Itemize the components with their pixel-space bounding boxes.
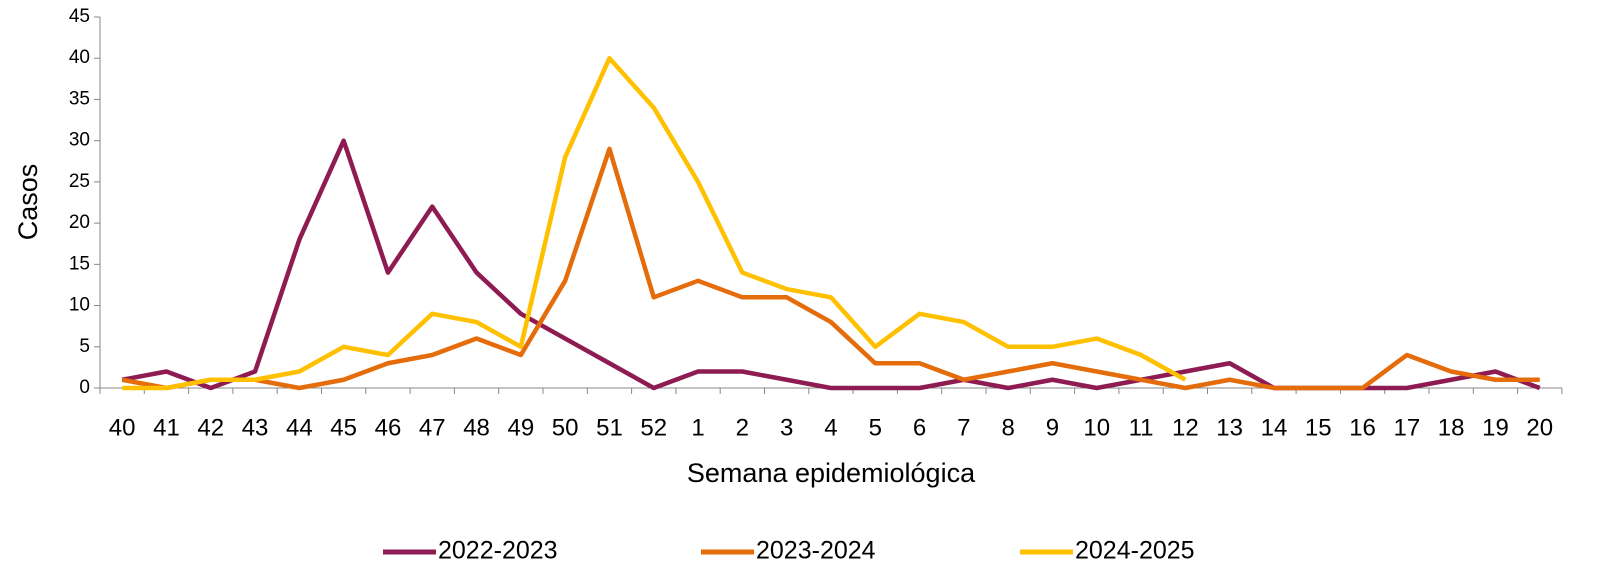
- x-tick-label: 10: [1083, 414, 1110, 441]
- legend-label: 2023-2024: [756, 537, 876, 565]
- x-tick-label: 49: [507, 414, 534, 441]
- x-tick-label: 18: [1438, 414, 1465, 441]
- x-tick-label: 15: [1305, 414, 1332, 441]
- y-axis-title: Casos: [13, 164, 43, 241]
- series-line: [122, 55, 1187, 391]
- x-tick-label: 19: [1482, 414, 1509, 441]
- x-tick-label: 6: [913, 414, 926, 441]
- x-tick-label: 40: [109, 414, 136, 441]
- legend-label: 2022-2023: [438, 537, 558, 565]
- y-tick-label: 40: [69, 47, 90, 68]
- x-tick-label: 45: [330, 414, 357, 441]
- x-tick-label: 2: [736, 414, 749, 441]
- series-line: [121, 146, 1540, 391]
- x-tick-label: 44: [286, 414, 313, 441]
- x-tick-label: 50: [552, 414, 579, 441]
- x-tick-label: 16: [1349, 414, 1376, 441]
- x-tick-label: 43: [242, 414, 269, 441]
- x-tick-label: 13: [1216, 414, 1243, 441]
- x-tick-label: 8: [1001, 414, 1014, 441]
- x-tick-label: 48: [463, 414, 490, 441]
- x-tick-label: 14: [1261, 414, 1288, 441]
- y-tick-label: 35: [69, 88, 90, 109]
- y-tick-label: 5: [79, 336, 90, 357]
- x-tick-label: 9: [1046, 414, 1059, 441]
- y-tick-label: 0: [79, 377, 90, 398]
- y-tick-label: 25: [69, 171, 90, 192]
- x-tick-label: 47: [419, 414, 446, 441]
- y-tick-label: 20: [69, 212, 90, 233]
- x-axis-title: Semana epidemiológica: [687, 458, 976, 488]
- x-tick-label: 42: [197, 414, 224, 441]
- y-tick-label: 45: [69, 6, 90, 27]
- legend-label: 2024-2025: [1075, 537, 1195, 565]
- x-tick-label: 3: [780, 414, 793, 441]
- y-tick-label: 15: [69, 253, 90, 274]
- x-tick-label: 46: [375, 414, 402, 441]
- x-tick-label: 11: [1129, 414, 1154, 441]
- y-tick-label: 10: [69, 295, 90, 316]
- x-tick-label: 1: [691, 414, 704, 441]
- x-tick-label: 7: [957, 414, 970, 441]
- x-tick-label: 41: [153, 414, 180, 441]
- x-tick-label: 51: [596, 414, 623, 441]
- x-tick-label: 4: [824, 414, 837, 441]
- x-tick-label: 5: [869, 414, 882, 441]
- x-tick-label: 12: [1172, 414, 1199, 441]
- x-tick-label: 17: [1393, 414, 1420, 441]
- x-tick-label: 20: [1526, 414, 1553, 441]
- x-tick-label: 52: [640, 414, 667, 441]
- y-tick-label: 30: [69, 130, 90, 151]
